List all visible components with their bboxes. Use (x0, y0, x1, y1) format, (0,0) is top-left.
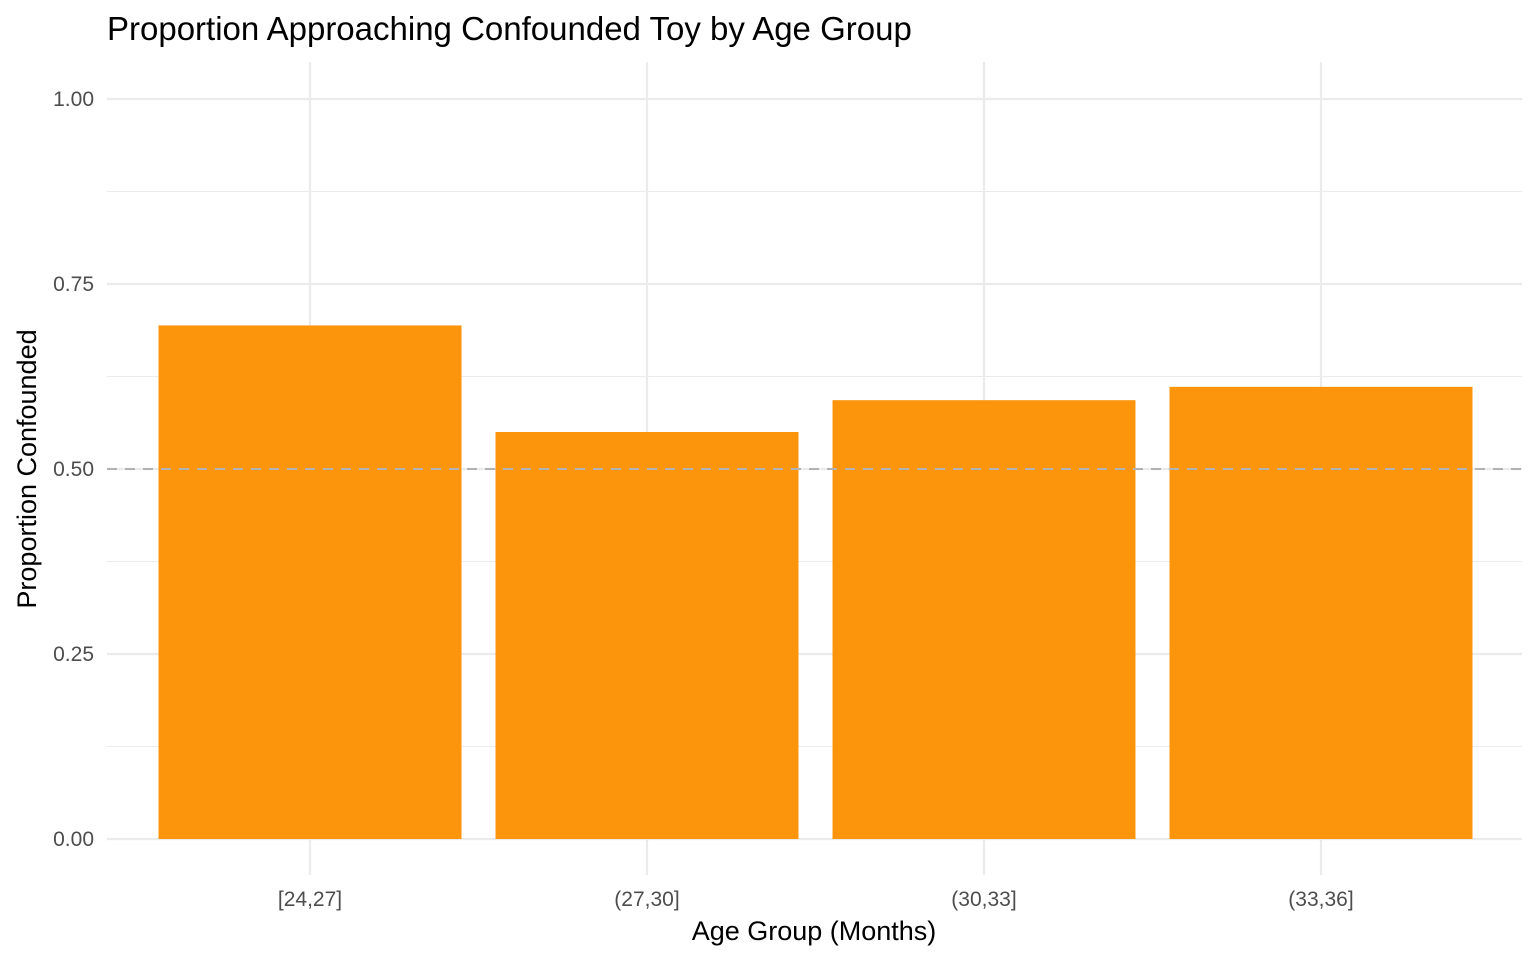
x-axis-title: Age Group (Months) (692, 916, 937, 946)
bars (158, 325, 1473, 839)
y-tick-label: 0.50 (53, 458, 94, 481)
y-axis-title: Proportion Confounded (12, 329, 42, 608)
y-tick-label: 0.25 (53, 643, 94, 666)
x-tick-label: (33,36] (1288, 888, 1353, 911)
y-tick-label: 0.75 (53, 273, 94, 296)
y-axis-ticks: 0.00 0.25 0.50 0.75 1.00 (53, 88, 94, 851)
y-tick-label: 1.00 (53, 88, 94, 111)
bar (158, 325, 462, 839)
y-tick-label: 0.00 (53, 828, 94, 851)
x-tick-label: [24,27] (278, 888, 342, 911)
x-tick-label: (30,33] (951, 888, 1016, 911)
bar (832, 400, 1136, 839)
x-axis-ticks: [24,27] (27,30] (30,33] (33,36] (278, 888, 1354, 911)
chart-title: Proportion Approaching Confounded Toy by… (107, 10, 912, 47)
x-tick-label: (27,30] (614, 888, 679, 911)
bar (495, 432, 799, 839)
bar (1169, 386, 1473, 839)
